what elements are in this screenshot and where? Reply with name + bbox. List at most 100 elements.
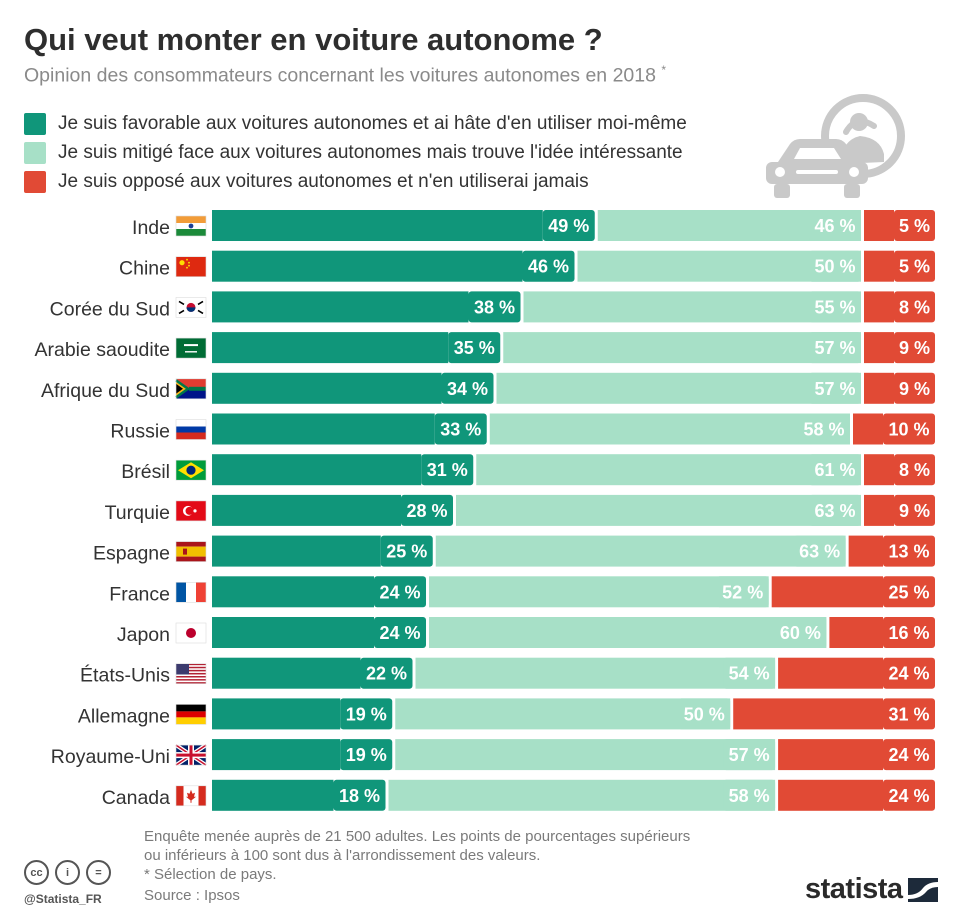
value-label-oppose-canada: 24 % [888, 786, 929, 806]
value-label-mitige-etats-unis: 54 % [729, 664, 770, 684]
country-label-royaume-uni: Royaume-Uni [51, 746, 170, 768]
bar-oppose-espagne [848, 535, 883, 567]
value-label-oppose-etats-unis: 24 % [888, 664, 929, 684]
bar-favorable-japon [212, 617, 374, 648]
chart-subtitle: Opinion des consommateurs concernant les… [24, 63, 666, 88]
india-flag-icon [175, 215, 207, 237]
value-label-oppose-inde-bg [894, 210, 935, 241]
social-handle: @Statista_FR [24, 892, 102, 906]
value-label-oppose-etats-unis-bg [883, 657, 935, 689]
bar-oppose-etats-unis [778, 657, 883, 689]
bar-mitige-bresil [476, 454, 861, 486]
value-label-oppose-turquie: 9 % [899, 501, 930, 521]
value-label-mitige-france: 52 % [722, 582, 763, 602]
self-driving-car-illustration [766, 94, 905, 198]
value-label-favorable-royaume-uni: 19 % [346, 745, 387, 765]
footnote-line-1: Enquête menée auprès de 21 500 adultes. … [144, 828, 691, 845]
value-label-favorable-allemagne-bg [340, 698, 393, 730]
country-label-inde: Inde [132, 217, 170, 239]
bar-mitige-arabie-saoudite [503, 332, 861, 364]
statista-logo-mark-icon [907, 877, 938, 902]
bar-favorable-france [212, 576, 374, 608]
country-label-allemagne: Allemagne [78, 705, 170, 727]
value-label-oppose-france: 25 % [888, 582, 929, 602]
value-label-mitige-turquie: 63 % [814, 501, 855, 521]
value-label-mitige-arabie-saoudite-bg [809, 332, 861, 364]
value-label-oppose-japon: 16 % [888, 623, 929, 643]
value-label-mitige-espagne: 63 % [799, 542, 840, 562]
south-africa-flag-icon [175, 378, 207, 400]
country-label-canada: Canada [102, 787, 170, 809]
value-label-favorable-japon: 24 % [379, 623, 420, 643]
bar-favorable-turquie [212, 494, 401, 526]
bar-oppose-chine [864, 250, 894, 282]
france-flag-icon [175, 581, 207, 603]
bar-oppose-afrique-du-sud [864, 372, 894, 404]
car-icon [766, 139, 868, 198]
usa-flag-icon [175, 663, 207, 685]
value-label-oppose-allemagne-bg [883, 698, 935, 730]
bar-favorable-royaume-uni [212, 739, 341, 771]
value-label-favorable-coree-du-sud-bg [468, 291, 521, 323]
by-icon: i [55, 860, 80, 885]
bar-mitige-turquie [456, 494, 861, 526]
brazil-flag-icon [175, 459, 207, 481]
country-label-coree-du-sud: Corée du Sud [50, 298, 170, 320]
cc-icon: cc [24, 860, 49, 885]
value-label-mitige-royaume-uni: 57 % [729, 745, 770, 765]
bar-oppose-japon [829, 617, 883, 648]
value-label-oppose-france-bg [883, 576, 935, 608]
value-label-mitige-russie-bg [798, 413, 850, 445]
value-label-oppose-allemagne: 31 % [888, 704, 929, 724]
value-label-favorable-japon-bg [374, 617, 426, 648]
value-label-favorable-inde-bg [542, 210, 595, 241]
value-label-mitige-allemagne-bg [678, 698, 731, 730]
value-label-oppose-chine: 5 % [899, 257, 930, 277]
country-label-arabie-saoudite: Arabie saoudite [34, 339, 170, 361]
country-label-etats-unis: États-Unis [80, 664, 170, 687]
value-label-favorable-france-bg [374, 576, 426, 608]
bar-favorable-espagne [212, 535, 381, 567]
value-label-mitige-chine: 50 % [814, 257, 855, 277]
value-label-oppose-royaume-uni: 24 % [888, 745, 929, 765]
value-label-favorable-chine: 46 % [528, 257, 569, 277]
legend-swatch-favorable [24, 113, 46, 135]
germany-flag-icon [175, 704, 207, 725]
bar-favorable-allemagne [212, 698, 341, 730]
bar-favorable-inde [212, 210, 543, 241]
value-label-mitige-coree-du-sud-bg [809, 291, 861, 323]
value-label-oppose-turquie-bg [894, 494, 935, 526]
value-label-oppose-royaume-uni-bg [883, 739, 935, 771]
bar-oppose-inde [864, 210, 894, 241]
statista-logo: statista [805, 873, 938, 906]
value-label-favorable-inde: 49 % [548, 216, 589, 236]
value-label-favorable-espagne-bg [380, 535, 433, 567]
value-label-oppose-espagne: 13 % [888, 542, 929, 562]
country-label-japon: Japon [117, 624, 170, 646]
country-label-russie: Russie [110, 421, 170, 443]
value-label-oppose-coree-du-sud-bg [894, 291, 935, 323]
bar-favorable-arabie-saoudite [212, 332, 449, 364]
footnote-line-3: * Sélection de pays. [144, 866, 277, 883]
bar-mitige-royaume-uni [395, 739, 776, 771]
country-label-turquie: Turquie [105, 502, 170, 524]
value-label-favorable-afrique-du-sud: 34 % [447, 379, 488, 399]
value-label-favorable-canada: 18 % [339, 786, 380, 806]
bar-mitige-france [429, 576, 769, 608]
legend-item-mitige: Je suis mitigé face aux voitures autonom… [24, 141, 683, 165]
value-label-mitige-arabie-saoudite: 57 % [814, 338, 855, 358]
value-label-oppose-japon-bg [883, 617, 935, 648]
value-label-oppose-russie: 10 % [888, 420, 929, 440]
value-label-favorable-canada-bg [333, 779, 386, 811]
stacked-bar-chart: Inde 49 % 46 % 5 % Chine 46 % 50 % 5 % Corée du … [34, 210, 935, 811]
value-label-mitige-espagne-bg [793, 535, 846, 567]
value-label-oppose-coree-du-sud: 8 % [899, 297, 930, 317]
value-label-oppose-afrique-du-sud-bg [894, 372, 935, 404]
legend-item-favorable: Je suis favorable aux voitures autonomes… [24, 112, 687, 136]
legend-swatch-mitige [24, 142, 46, 164]
value-label-mitige-allemagne: 50 % [684, 704, 725, 724]
bar-mitige-espagne [435, 535, 846, 567]
value-label-oppose-bresil: 8 % [899, 460, 930, 480]
chart-title: Qui veut monter en voiture autonome ? [24, 22, 603, 57]
value-label-mitige-chine-bg [809, 250, 861, 282]
